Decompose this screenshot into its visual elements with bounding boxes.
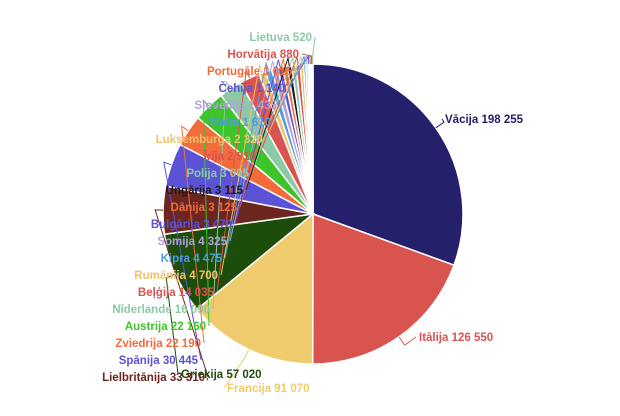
leader-polija <box>251 57 295 174</box>
label-polija: Polija 3 005 <box>186 168 249 180</box>
leader-italija <box>398 336 417 346</box>
leader-spanija <box>163 161 202 361</box>
label-horvatija: Horvātija 880 <box>227 49 299 61</box>
pie-slices <box>162 63 464 365</box>
label-irija: Īrija 2 910 <box>203 151 256 163</box>
label-ungarija: Ungārija 3 115 <box>166 185 244 197</box>
slice-italija[interactable] <box>311 212 455 365</box>
label-zviedrija: Zviedrija 22 190 <box>115 338 201 350</box>
leader-irija <box>258 56 299 157</box>
leader-zviedrija <box>180 125 205 344</box>
leader-malta <box>273 55 306 123</box>
leader-danija <box>239 58 286 208</box>
slice-vacija[interactable] <box>312 63 464 267</box>
label-niderlande: Nīderlande 16 090 <box>112 304 210 316</box>
leader-lielbritanija <box>154 209 209 378</box>
leader-griekija <box>165 273 179 375</box>
leader-francija <box>223 349 250 389</box>
label-austrija: Austrija 22 160 <box>125 321 206 333</box>
label-italija: Itālija 126 550 <box>419 332 493 344</box>
leader-vacija <box>435 118 445 129</box>
slice-francija[interactable] <box>195 212 314 365</box>
leader-niderlande <box>212 80 232 310</box>
slice-labels: Vācija 198 255 Itālija 126 550 Francija 91… <box>102 32 524 395</box>
label-lietuva: Lietuva 520 <box>249 32 312 44</box>
slice-lietuva[interactable] <box>311 63 314 215</box>
label-spanija: Spānija 30 445 <box>119 355 199 367</box>
leader-rumanija <box>220 63 263 276</box>
label-portugale: Portugāle 1 015 <box>207 66 293 78</box>
leader-luksemburga <box>265 56 303 140</box>
label-belgija: Beļģija 14 035 <box>138 286 215 299</box>
label-somija: Somija 4 325 <box>157 236 227 248</box>
label-kipra: Kipra 4 475 <box>161 253 223 265</box>
leader-lietuva <box>312 36 316 64</box>
label-rumanija: Rumānija 4 700 <box>134 270 218 282</box>
label-danija: Dānija 3 125 <box>171 202 238 214</box>
leader-kipra <box>224 61 269 259</box>
label-griekija: Grieķija 57 020 <box>181 369 262 381</box>
label-cehija: Čehija 1 140 <box>219 82 285 95</box>
leader-somija <box>229 61 276 242</box>
leader-belgija <box>216 69 251 293</box>
label-malta: Malta 1 610 <box>210 117 271 129</box>
label-luksemburga: Luksemburga 2 320 <box>156 134 263 146</box>
label-bulgarija: Bulgārija 3 470 <box>151 219 232 231</box>
label-vacija: Vācija 198 255 <box>445 114 524 126</box>
label-slovenija: Slovēnija 1 435 <box>195 100 278 112</box>
leader-bulgarija <box>234 59 281 225</box>
leader-lines <box>154 36 445 389</box>
leader-ungarija <box>245 57 290 191</box>
label-francija: Francija 91 070 <box>227 383 309 395</box>
leader-austrija <box>202 98 210 327</box>
label-lielbritanija: Lielbritānija 33 310 <box>102 372 205 384</box>
leader-horvatija <box>301 53 313 65</box>
